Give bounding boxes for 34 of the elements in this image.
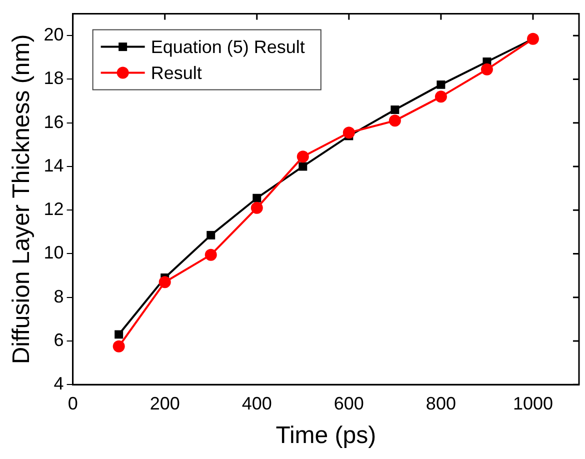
point [436,80,446,89]
x-axis-title: Time (ps) [276,422,376,450]
y-tick-label: 14 [44,155,64,176]
x-tick-label: 200 [150,393,180,414]
legend-label: Equation (5) Result [150,36,305,57]
y-tick-label: 8 [54,286,64,306]
y-tick-label: 10 [44,242,64,263]
y-axis-title: Diffusion Layer Thickness (nm) [8,34,36,364]
point [114,330,124,339]
x-tick-label: 0 [68,393,78,414]
y-tick-label: 6 [54,330,64,350]
legend-label: Result [150,62,202,83]
point [252,194,262,202]
point [480,63,493,76]
x-tick-label: 1000 [512,393,554,414]
y-tick-label: 20 [44,24,64,45]
point [250,202,263,214]
point [296,150,309,163]
point [342,126,355,139]
y-tick-label: 4 [54,374,64,394]
point [206,230,216,240]
point [112,340,125,352]
point [158,276,171,288]
x-tick-label: 800 [426,393,456,414]
x-tick-label: 600 [334,393,364,414]
point [388,114,401,127]
y-tick-label: 18 [44,68,64,88]
x-tick-label: 400 [242,393,272,414]
point [204,248,217,261]
y-tick-label: 16 [44,112,64,132]
y-tick-label: 12 [44,199,64,220]
point [298,162,308,171]
point [434,90,447,103]
point [390,106,400,114]
